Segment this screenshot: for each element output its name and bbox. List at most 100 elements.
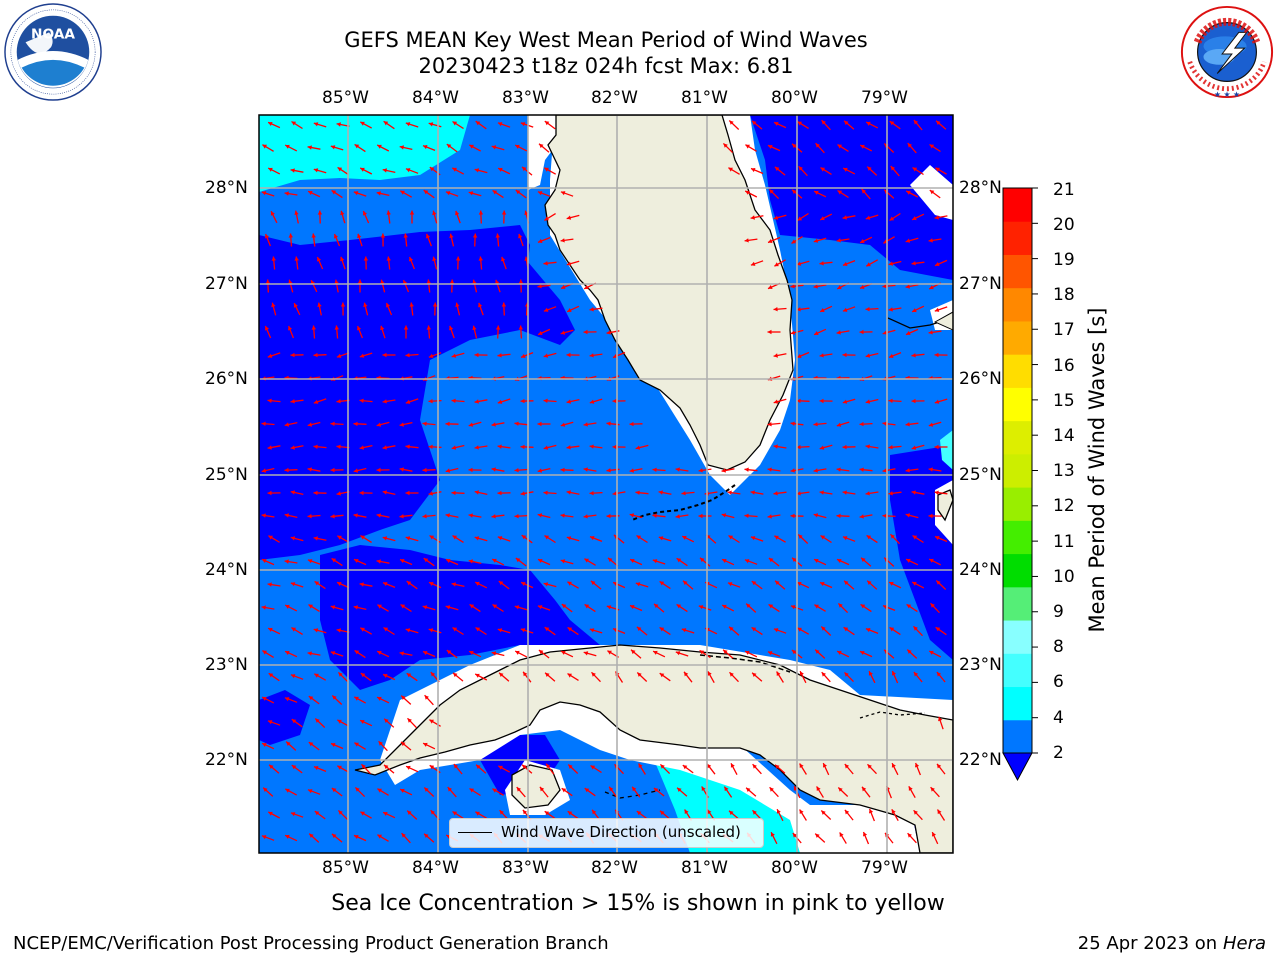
wind-wave-arrow-head xyxy=(658,490,663,495)
wind-wave-arrow-head xyxy=(936,120,941,125)
wind-wave-arrow-head xyxy=(294,256,299,261)
wind-wave-arrow-head xyxy=(566,261,572,266)
wind-wave-arrow-head xyxy=(612,491,617,496)
wind-wave-arrow-head xyxy=(724,786,729,792)
map-gridlines xyxy=(259,115,953,853)
wind-wave-arrow-head xyxy=(311,233,316,238)
wind-wave-arrow-head xyxy=(796,444,801,450)
wind-wave-arrow-head xyxy=(330,514,335,519)
wind-wave-arrow-head xyxy=(340,210,345,216)
wind-wave-arrow-head xyxy=(497,444,502,449)
wind-wave-arrow-head xyxy=(478,210,484,215)
wind-wave-arrow-head xyxy=(684,671,689,677)
wind-wave-arrow-head xyxy=(813,238,819,243)
wind-wave-arrow-head xyxy=(911,398,916,404)
map-legend: Wind Wave Direction (unscaled) xyxy=(449,818,764,848)
wind-wave-arrow-head xyxy=(928,513,933,519)
wind-wave-arrow-head xyxy=(422,514,427,519)
wind-wave-arrow-head xyxy=(363,211,367,216)
colorbar-tick: 18 xyxy=(1053,285,1075,305)
wind-wave-arrow-head xyxy=(491,514,496,519)
wind-wave-arrow-head xyxy=(409,210,415,215)
wind-wave-arrow-head xyxy=(452,627,458,632)
wind-wave-arrow-head xyxy=(308,191,313,195)
wind-wave-arrow-head xyxy=(911,490,916,495)
wind-wave-arrow-head xyxy=(313,490,318,496)
wind-wave-arrow-head xyxy=(819,261,824,266)
wind-wave-arrow-head xyxy=(426,325,431,330)
wind-wave-arrow-head xyxy=(606,513,611,519)
wind-wave-arrow-head xyxy=(472,233,478,238)
wind-wave-arrow-head xyxy=(492,788,497,793)
wind-wave-arrow-head xyxy=(422,605,428,610)
wind-wave-arrow-head xyxy=(337,167,343,172)
wind-wave-arrow-head xyxy=(745,144,750,149)
wind-wave-arrow-head xyxy=(383,582,388,587)
wind-wave-arrow-head xyxy=(889,353,894,358)
wind-wave-arrow-head xyxy=(314,673,319,678)
wind-wave-arrow-head xyxy=(478,302,483,308)
wind-wave-arrow-head xyxy=(589,353,594,358)
wind-wave-arrow-head xyxy=(497,490,502,496)
colorbar-band xyxy=(1003,719,1032,754)
wind-wave-arrow-head xyxy=(774,535,779,540)
wind-wave-arrow-head xyxy=(583,422,588,427)
wind-wave-arrow-head xyxy=(268,167,273,172)
wind-wave-arrow-head xyxy=(775,764,780,769)
wind-wave-arrow-head xyxy=(451,398,456,403)
wind-wave-arrow-head xyxy=(629,468,634,473)
lat-tick-left: 25°N xyxy=(205,465,248,485)
wind-wave-arrow-head xyxy=(405,444,410,449)
wind-wave-arrow-head xyxy=(566,352,571,358)
wind-wave-arrow-head xyxy=(768,238,773,243)
wind-wave-arrow-head xyxy=(475,581,480,586)
wind-wave-arrow-head xyxy=(261,468,267,473)
wind-wave-arrow-head xyxy=(770,832,775,837)
colorbar-tick: 15 xyxy=(1053,391,1075,411)
wind-wave-arrow-head xyxy=(866,121,871,126)
wind-wave-arrow-head xyxy=(401,695,406,700)
wind-wave-arrow-head xyxy=(867,764,872,769)
wind-wave-arrow-head xyxy=(589,628,595,633)
wind-wave-arrow-head xyxy=(453,764,459,769)
wind-wave-arrow-head xyxy=(285,144,290,149)
wind-wave-arrow-head xyxy=(629,421,634,427)
svg-text:★ ★ ★: ★ ★ ★ xyxy=(1214,90,1240,99)
wind-wave-arrow-head xyxy=(814,559,819,563)
colorbar-band xyxy=(1003,453,1032,488)
wind-wave-arrow-head xyxy=(744,513,749,518)
wind-wave-arrow-head xyxy=(567,673,572,678)
wind-wave-arrow-head xyxy=(652,513,657,518)
wind-wave-arrow-head xyxy=(399,422,404,427)
wind-wave-arrow-head xyxy=(707,809,712,815)
wind-wave-arrow-head xyxy=(544,121,550,126)
wind-wave-arrow-head xyxy=(285,604,290,609)
wind-wave-arrow-head xyxy=(360,121,365,126)
wind-wave-arrow-head xyxy=(290,445,295,450)
wind-wave-arrow-head xyxy=(331,190,337,195)
colorbar-band xyxy=(1003,254,1032,289)
wind-wave-arrow-head xyxy=(405,536,411,541)
wind-wave-arrow-head xyxy=(286,741,291,746)
wind-wave-arrow-head xyxy=(752,810,757,815)
wind-wave-arrow-head xyxy=(905,238,911,243)
wind-wave-arrow-head xyxy=(823,763,827,768)
wind-wave-arrow-head xyxy=(560,422,566,427)
wind-wave-arrow-head xyxy=(751,581,757,586)
wind-wave-arrow-head xyxy=(769,189,774,194)
wind-wave-arrow-head xyxy=(905,422,910,427)
wind-wave-arrow-head xyxy=(882,421,887,426)
wind-wave-arrow-head xyxy=(865,307,870,312)
wind-wave-arrow-head xyxy=(293,303,298,308)
wind-wave-arrow-head xyxy=(523,671,528,677)
wind-wave-arrow-head xyxy=(934,215,939,220)
wind-wave-arrow-head xyxy=(407,810,412,815)
wind-wave-arrow-head xyxy=(659,627,665,632)
wind-wave-arrow-head xyxy=(676,558,682,563)
wind-wave-arrow-head xyxy=(842,490,847,495)
colorbar-band xyxy=(1003,487,1032,521)
wind-wave-arrow-head xyxy=(449,325,454,331)
wind-wave-arrow-head xyxy=(455,210,460,216)
wind-wave-arrow-head xyxy=(313,352,318,358)
wind-wave-arrow-head xyxy=(405,353,410,358)
